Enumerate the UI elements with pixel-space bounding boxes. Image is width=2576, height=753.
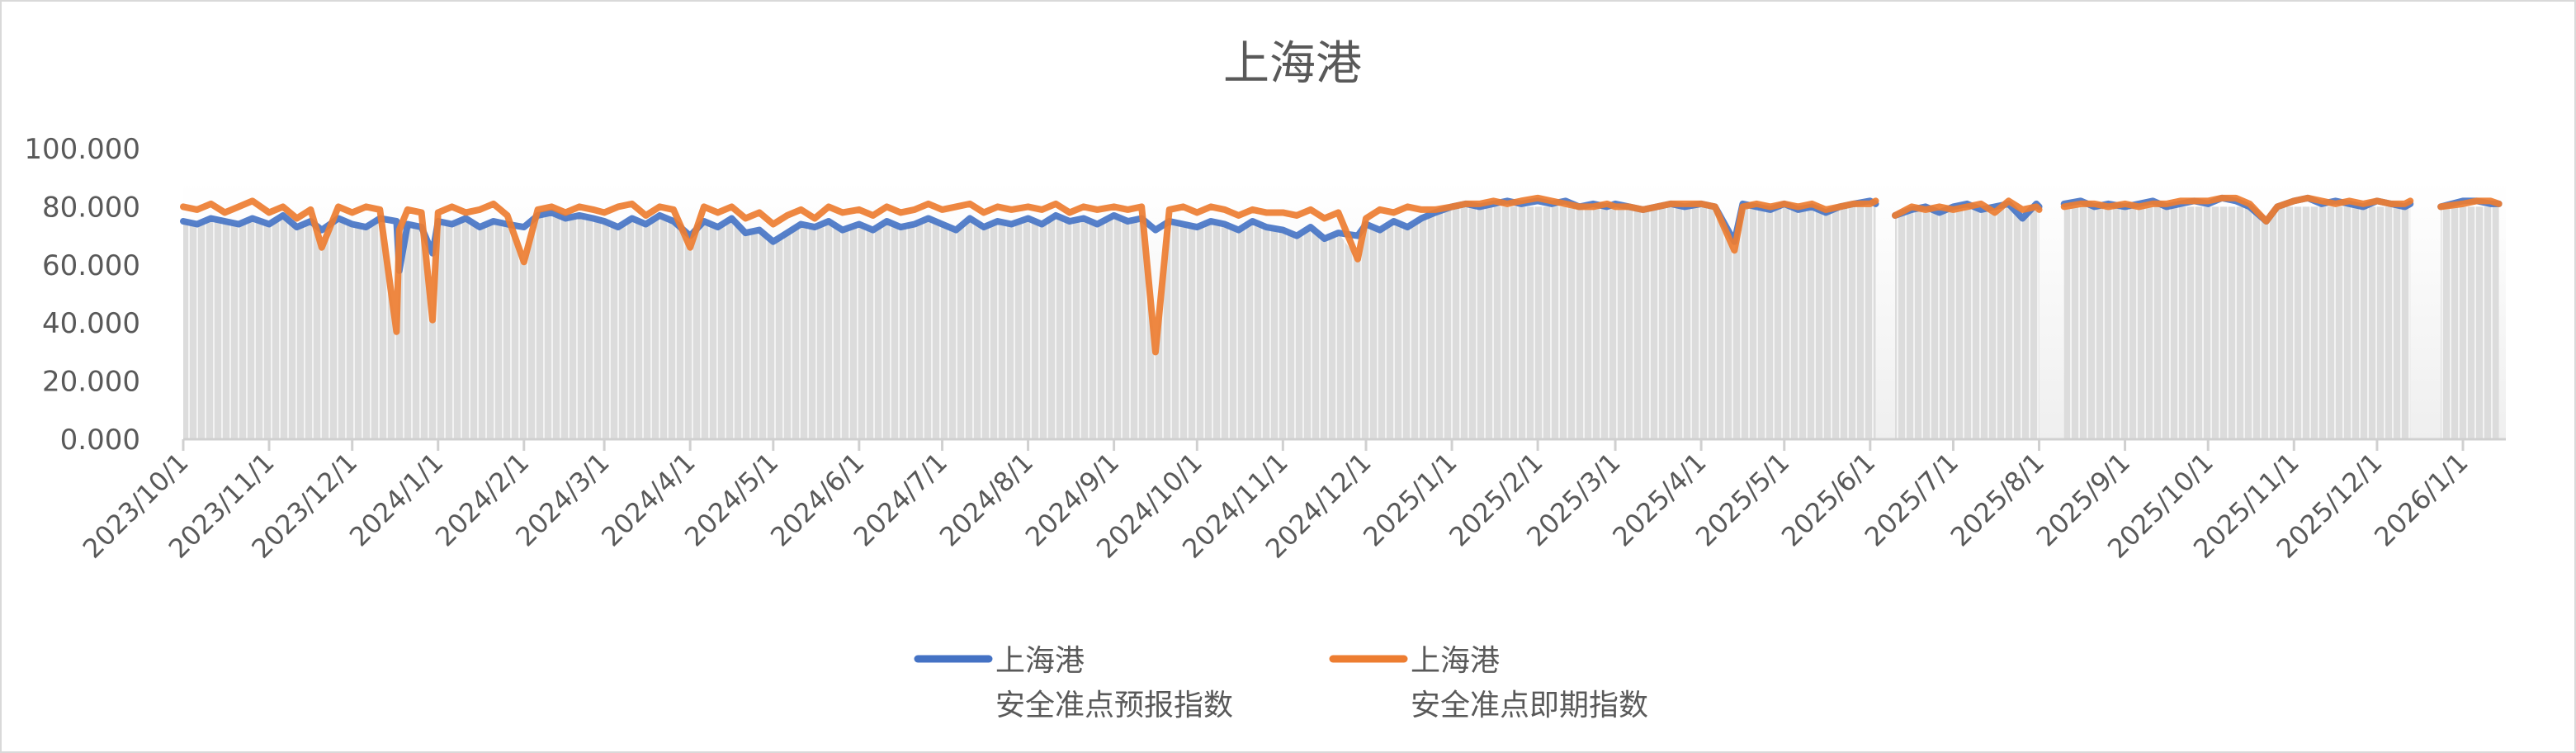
y-axis: 0.000 20.000 40.000 60.000 80.000 100.000 (24, 133, 140, 457)
actual-series-line (1892, 197, 2043, 219)
legend-label-forecast: 上海港 (995, 644, 1085, 678)
background-column-area (183, 206, 1876, 439)
legend-item-actual[interactable]: 上海港 安全准点即期指数 (1329, 644, 1648, 722)
legend-label-actual-line2: 安全准点即期指数 (1411, 689, 1648, 722)
series-lines (180, 194, 2503, 356)
y-tick-label: 80.000 (42, 191, 140, 224)
background-column-area (2063, 206, 2411, 439)
background-columns (183, 206, 2499, 439)
legend-label-actual: 上海港 (1411, 644, 1500, 678)
legend-label-forecast-line2: 安全准点预报指数 (995, 689, 1233, 722)
y-tick-label: 20.000 (42, 366, 140, 399)
legend-item-forecast[interactable]: 上海港 安全准点预报指数 (914, 644, 1233, 722)
y-tick-label: 100.000 (24, 133, 140, 166)
y-tick-label: 60.000 (42, 249, 140, 282)
actual-series-line (2437, 197, 2503, 211)
y-tick-label: 40.000 (42, 307, 140, 340)
background-column-area (2441, 206, 2499, 439)
background-column-area (1895, 206, 2040, 439)
legend: 上海港 安全准点预报指数 上海港 安全准点即期指数 (914, 644, 1648, 722)
actual-series-line (2060, 194, 2414, 225)
actual-series-line (180, 194, 1879, 356)
chart-title: 上海港 (1223, 37, 1362, 91)
y-tick-label: 0.000 (60, 424, 140, 457)
